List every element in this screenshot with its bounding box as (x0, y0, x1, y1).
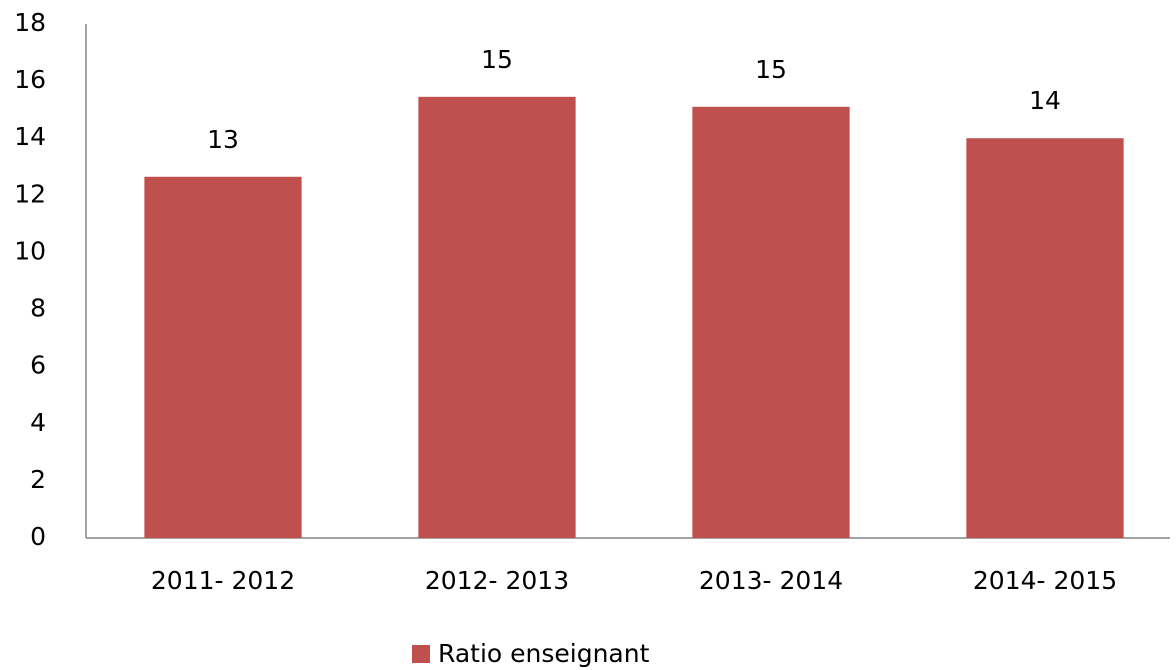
y-tick-label: 14 (14, 122, 46, 151)
y-tick-label: 2 (30, 465, 46, 494)
bar (418, 96, 576, 539)
x-tick-label: 2012- 2013 (425, 566, 569, 595)
data-label: 15 (481, 45, 513, 74)
y-tick-label: 8 (30, 294, 46, 323)
x-tick-label: 2013- 2014 (699, 566, 843, 595)
data-label: 13 (207, 125, 239, 154)
data-label: 14 (1029, 86, 1061, 115)
data-label: 15 (755, 55, 787, 84)
y-tick-label: 12 (14, 179, 46, 208)
y-tick-label: 6 (30, 351, 46, 380)
bar (966, 138, 1124, 538)
legend-swatch (412, 645, 430, 663)
y-tick-label: 0 (30, 522, 46, 551)
y-tick-label: 4 (30, 408, 46, 437)
bar (692, 106, 850, 539)
y-tick-label: 10 (14, 236, 46, 265)
legend-label: Ratio enseignant (438, 639, 650, 668)
bar (144, 176, 302, 538)
y-tick-label: 16 (14, 65, 46, 94)
x-tick-label: 2014- 2015 (973, 566, 1117, 595)
y-tick-label: 18 (14, 8, 46, 37)
x-tick-label: 2011- 2012 (151, 566, 295, 595)
